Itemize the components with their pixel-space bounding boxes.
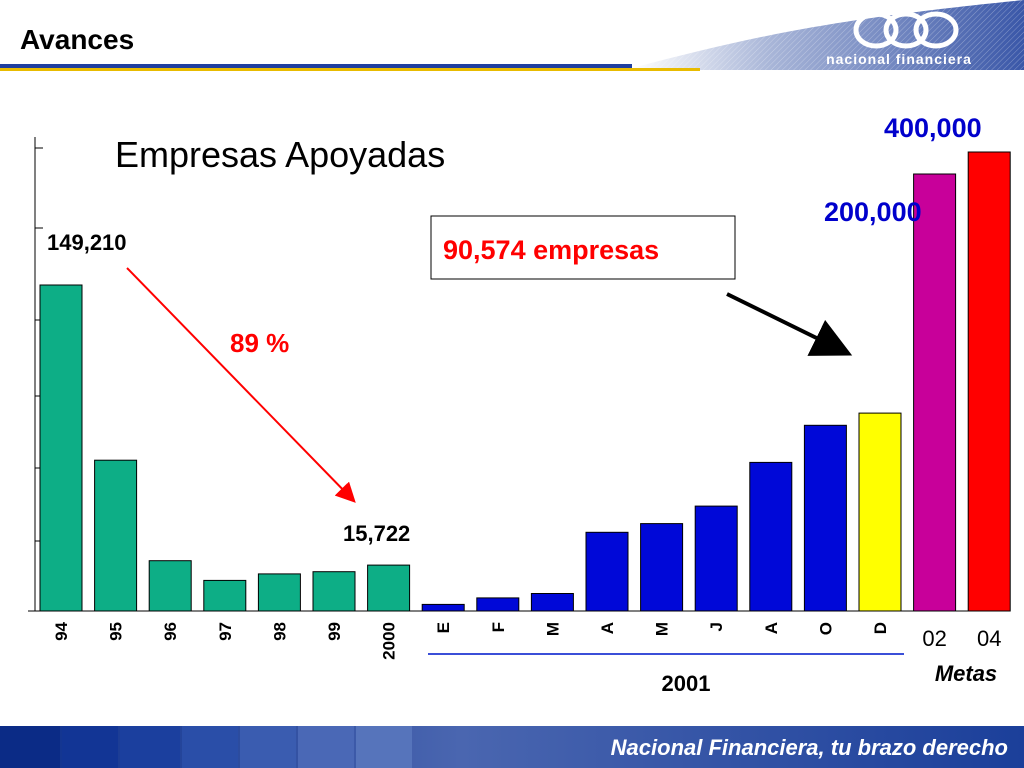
group-label-2001: 2001 (662, 671, 711, 696)
title-rule-accent (0, 68, 700, 71)
page-title: Avances (20, 24, 135, 55)
bars-group (39, 151, 1011, 612)
footer-tagline: Nacional Financiera, tu brazo derecho (610, 735, 1008, 760)
bar-chart: 94 95 96 97 98 99 2000 E F M A M J A O D 02 04 Empresas A… (28, 113, 1011, 696)
bar-O (803, 424, 847, 612)
value-label-94: 149,210 (47, 230, 127, 255)
x-tick-label-95: 95 (107, 622, 126, 641)
x-tick-label-D: D (871, 622, 890, 634)
bar-A (749, 461, 793, 612)
annotation-box (430, 215, 736, 280)
value-label-04: 400,000 (884, 113, 982, 143)
logo-text: nacional financiera (826, 51, 972, 67)
bar-M (530, 593, 574, 612)
x-tick-label-96: 96 (161, 622, 180, 641)
footer-bar: Nacional Financiera, tu brazo derecho (0, 726, 1024, 768)
bar-J (694, 505, 738, 612)
x-tick-labels: 94 95 96 97 98 99 2000 E F M A M J A O D 02 04 (52, 621, 1001, 659)
x-tick-label-94: 94 (52, 621, 71, 640)
value-label-02: 200,000 (824, 197, 922, 227)
bar-M (640, 523, 684, 612)
annotation-arrow (726, 292, 853, 356)
x-tick-label-02: 02 (922, 626, 946, 651)
bar-99 (312, 571, 356, 612)
decline-arrow (126, 267, 356, 503)
bar-97 (203, 579, 247, 612)
footer-band (0, 726, 1024, 768)
bar-95 (94, 459, 138, 612)
x-tick-label-F: F (489, 622, 508, 632)
x-tick-label-A: A (762, 622, 781, 634)
bar-02 (913, 173, 957, 612)
x-tick-label-A: A (598, 622, 617, 634)
group-label-metas: Metas (935, 661, 997, 686)
x-tick-label-99: 99 (325, 622, 344, 641)
value-label-2000: 15,722 (343, 521, 410, 546)
x-tick-label-O: O (816, 622, 835, 635)
title-rule (0, 64, 632, 68)
bar-94 (39, 284, 83, 612)
slide-header: nacional financiera Avances (0, 0, 1024, 80)
nafin-logo: nacional financiera (826, 11, 972, 67)
x-tick-label-98: 98 (270, 622, 289, 641)
x-tick-label-2000: 2000 (380, 622, 399, 660)
x-tick-label-M: M (543, 622, 562, 636)
bar-98 (257, 573, 301, 612)
x-tick-label-E: E (434, 622, 453, 633)
bar-E (421, 603, 465, 612)
bar-04 (967, 151, 1011, 612)
x-tick-label-M: M (653, 622, 672, 636)
bar-96 (148, 560, 192, 612)
annotation-text: 90,574 empresas (443, 235, 659, 265)
bar-F (476, 597, 520, 612)
bar-2000 (367, 564, 411, 612)
decline-percent-label: 89 % (230, 328, 289, 358)
bar-D (858, 412, 902, 612)
x-tick-label-J: J (707, 622, 726, 631)
bar-A (585, 531, 629, 612)
chart-title: Empresas Apoyadas (115, 134, 445, 175)
x-tick-label-97: 97 (216, 622, 235, 641)
x-tick-label-04: 04 (977, 626, 1001, 651)
